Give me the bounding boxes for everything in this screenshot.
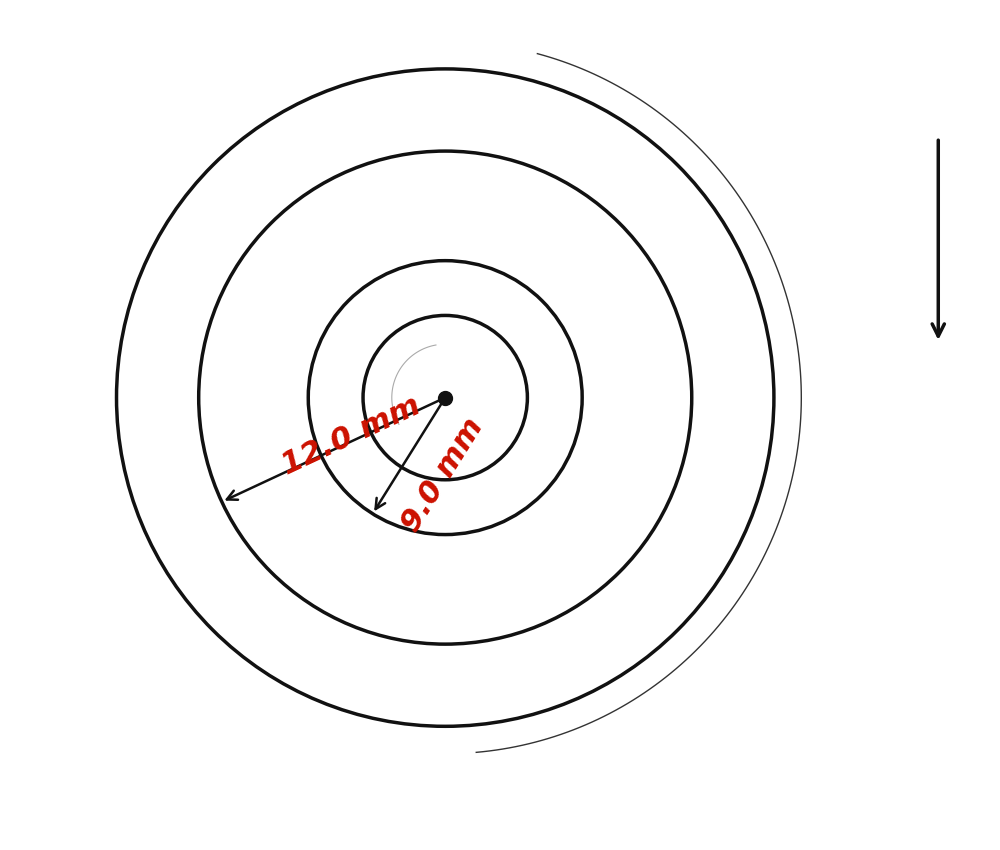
Text: 9.0 mm: 9.0 mm bbox=[396, 413, 489, 537]
Point bbox=[437, 391, 453, 405]
Text: 12.0 mm: 12.0 mm bbox=[277, 391, 425, 480]
